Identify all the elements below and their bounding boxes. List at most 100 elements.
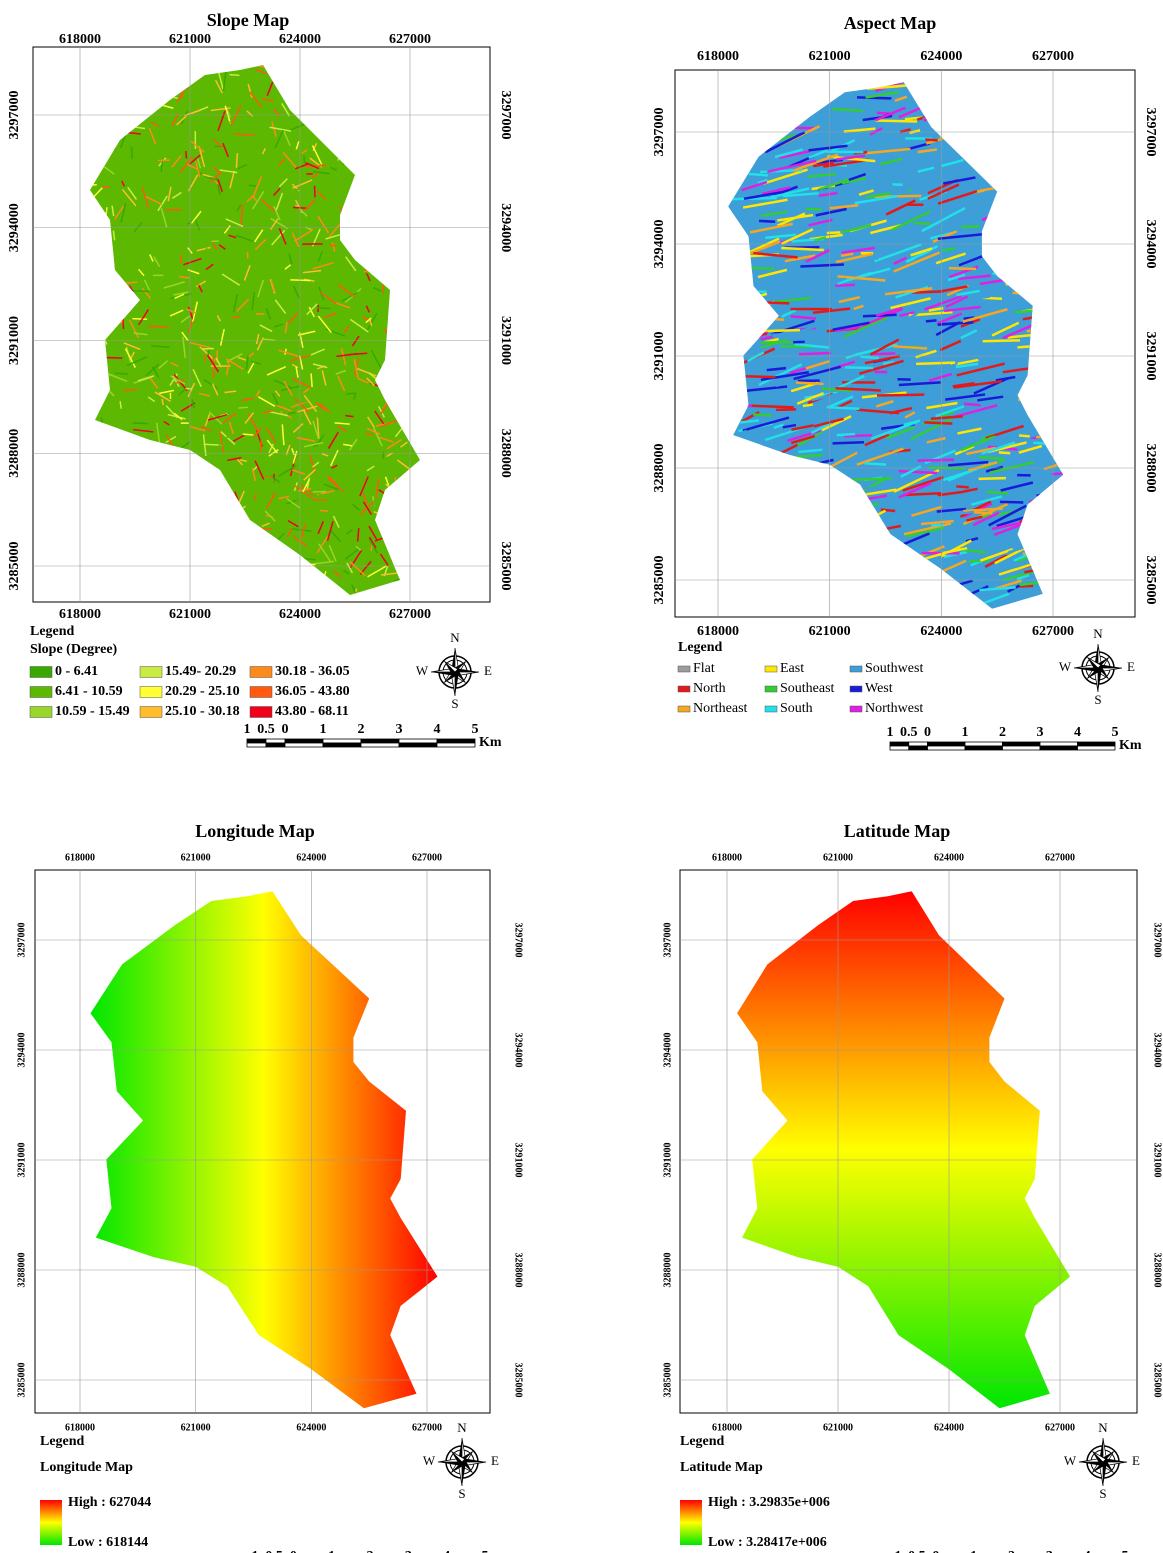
x-tick-label: 624000 <box>279 607 321 622</box>
aspect-texture <box>979 457 1001 459</box>
y-tick-label: 3291000 <box>513 1143 524 1178</box>
scale-label: 2 <box>1008 1549 1015 1553</box>
aspect-texture <box>865 463 886 464</box>
legend-swatch <box>140 667 162 678</box>
aspect-texture <box>776 409 796 410</box>
scale-label: 5 <box>482 1549 489 1553</box>
aspect-texture <box>743 376 775 377</box>
aspect-texture <box>946 227 961 228</box>
y-tick-label: 3291000 <box>16 1143 27 1178</box>
legend-swatch <box>850 666 862 672</box>
north-arrow: NESW <box>416 630 492 711</box>
legend-label: South <box>780 701 813 716</box>
y-tick-label: 3288000 <box>1152 1253 1163 1288</box>
y-tick-label: 3288000 <box>513 1253 524 1288</box>
aspect-texture <box>861 357 879 358</box>
scale-label: 4 <box>443 1549 450 1553</box>
legend-label: Northeast <box>693 701 748 716</box>
legend-swatch <box>850 686 862 692</box>
y-tick-label: 3285000 <box>1143 556 1158 605</box>
aspect-texture <box>874 353 896 354</box>
x-tick-label: 618000 <box>65 1422 95 1433</box>
aspect-texture <box>759 221 775 222</box>
y-tick-label: 3291000 <box>652 332 667 381</box>
legend-label: East <box>780 661 804 676</box>
y-tick-label: 3285000 <box>1152 1363 1163 1398</box>
legend-label: West <box>865 681 893 696</box>
compass-label: N <box>457 1420 467 1435</box>
legend-swatch <box>765 686 777 692</box>
panel-title: Latitude Map <box>844 821 951 841</box>
slope-texture <box>261 440 262 452</box>
panel-title: Aspect Map <box>844 13 937 33</box>
slope-texture <box>186 151 187 158</box>
scale-unit: Km <box>1119 738 1142 753</box>
legend-ramp <box>40 1500 62 1545</box>
slope-texture <box>317 308 330 309</box>
slope-texture <box>358 528 359 541</box>
scale-label: 1 <box>887 725 894 740</box>
x-tick-label: 621000 <box>809 49 851 64</box>
aspect-texture <box>931 525 943 526</box>
aspect-texture <box>924 422 952 423</box>
compass-label: W <box>423 1453 436 1468</box>
x-tick-label: 621000 <box>169 32 211 47</box>
compass-label: N <box>450 630 460 645</box>
aspect-texture <box>885 440 897 442</box>
legend-swatch <box>250 667 272 678</box>
legend-subtitle: Longitude Map <box>40 1460 133 1475</box>
legend-label: 43.80 - 68.11 <box>275 704 349 719</box>
slope-texture <box>131 147 132 159</box>
x-tick-label: 621000 <box>169 607 211 622</box>
legend-swatch <box>678 706 690 712</box>
x-tick-label: 621000 <box>823 1422 853 1433</box>
legend-title: Legend <box>680 1434 725 1449</box>
aspect-texture <box>827 232 841 233</box>
scale-label: 1 <box>252 1549 259 1553</box>
slope-texture <box>296 295 317 296</box>
legend-label: Northwest <box>865 701 923 716</box>
slope-texture <box>342 454 354 455</box>
y-tick-label: 3285000 <box>662 1363 673 1398</box>
scale-label: 1 <box>328 1549 335 1553</box>
x-tick-label: 624000 <box>934 852 964 863</box>
aspect-texture <box>875 121 917 122</box>
legend-swatch <box>30 687 52 698</box>
y-tick-label: 3288000 <box>662 1253 673 1288</box>
scale-label: 0.5 <box>265 1549 283 1553</box>
y-tick-label: 3291000 <box>498 316 513 365</box>
x-tick-label: 618000 <box>697 624 739 639</box>
scale-label: 0 <box>924 725 931 740</box>
aspect-texture <box>926 320 937 321</box>
compass-label: W <box>1059 659 1072 674</box>
x-tick-label: 618000 <box>59 32 101 47</box>
x-tick-label: 627000 <box>412 852 442 863</box>
aspect-texture <box>987 492 1008 493</box>
y-tick-label: 3297000 <box>16 923 27 958</box>
legend-title: Legend <box>40 1434 85 1449</box>
y-tick-label: 3291000 <box>1143 332 1158 381</box>
x-tick-label: 618000 <box>697 49 739 64</box>
compass-label: N <box>1098 1420 1108 1435</box>
compass-label: E <box>1132 1453 1140 1468</box>
panel-title: Slope Map <box>207 10 290 30</box>
compass-label: W <box>416 663 429 678</box>
compass-label: S <box>458 1486 465 1501</box>
slope-texture <box>241 204 242 225</box>
slope-texture <box>202 349 214 350</box>
legend-title: Legend <box>678 640 723 655</box>
scale-label: 2 <box>367 1549 374 1553</box>
y-tick-label: 3285000 <box>16 1363 27 1398</box>
legend-label: 6.41 - 10.59 <box>55 684 123 699</box>
scale-label: 3 <box>1037 725 1044 740</box>
legend-label: 20.29 - 25.10 <box>165 684 240 699</box>
y-tick-label: 3294000 <box>652 220 667 269</box>
x-tick-label: 618000 <box>65 852 95 863</box>
aspect-texture <box>983 340 1020 341</box>
scale-label: 4 <box>1084 1549 1091 1553</box>
y-tick-label: 3297000 <box>498 91 513 140</box>
slope-texture <box>311 373 312 387</box>
page: Slope Map 618000 618000 621000 621000 624000 6… <box>0 0 1163 1553</box>
aspect-texture <box>772 334 782 335</box>
aspect-texture <box>979 478 1006 479</box>
